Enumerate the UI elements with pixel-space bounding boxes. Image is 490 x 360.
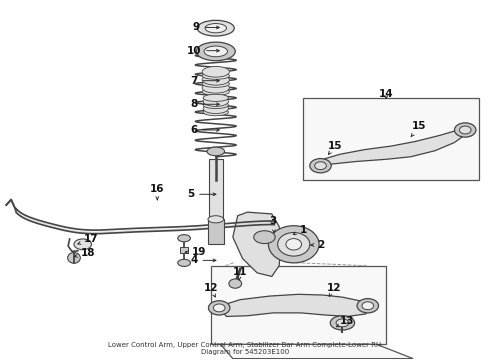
Ellipse shape bbox=[310, 158, 331, 173]
Text: 10: 10 bbox=[187, 46, 220, 56]
Ellipse shape bbox=[460, 126, 471, 134]
Ellipse shape bbox=[330, 316, 355, 330]
Ellipse shape bbox=[336, 319, 349, 327]
Ellipse shape bbox=[197, 20, 234, 36]
Ellipse shape bbox=[203, 96, 228, 107]
Text: 5: 5 bbox=[187, 189, 216, 199]
Ellipse shape bbox=[203, 104, 228, 113]
Bar bbox=[303, 98, 479, 180]
Ellipse shape bbox=[202, 72, 229, 79]
Text: 11: 11 bbox=[233, 267, 247, 280]
Text: 13: 13 bbox=[337, 316, 355, 327]
Bar bbox=[211, 266, 386, 344]
Polygon shape bbox=[317, 128, 469, 167]
Text: 18: 18 bbox=[74, 248, 96, 258]
Ellipse shape bbox=[202, 75, 229, 85]
Text: Lower Control Arm, Upper Control Arm, Stabilizer Bar Arm Complete-Lower RH
Diagr: Lower Control Arm, Upper Control Arm, St… bbox=[108, 342, 382, 355]
Ellipse shape bbox=[208, 216, 223, 223]
Text: 3: 3 bbox=[270, 216, 277, 233]
Text: 15: 15 bbox=[411, 121, 427, 136]
Ellipse shape bbox=[286, 239, 301, 250]
Ellipse shape bbox=[204, 46, 227, 57]
Text: 19: 19 bbox=[185, 247, 206, 257]
Text: 7: 7 bbox=[190, 76, 220, 86]
Ellipse shape bbox=[205, 23, 226, 33]
Ellipse shape bbox=[229, 279, 242, 288]
Ellipse shape bbox=[254, 231, 275, 244]
Ellipse shape bbox=[208, 301, 230, 315]
Ellipse shape bbox=[362, 302, 374, 310]
Ellipse shape bbox=[202, 80, 229, 87]
Ellipse shape bbox=[178, 235, 191, 242]
Text: 17: 17 bbox=[78, 234, 99, 244]
Ellipse shape bbox=[196, 42, 235, 61]
Ellipse shape bbox=[202, 88, 229, 95]
Ellipse shape bbox=[74, 239, 92, 249]
Ellipse shape bbox=[315, 162, 326, 170]
Bar bbox=[209, 158, 222, 219]
Ellipse shape bbox=[357, 298, 378, 313]
Ellipse shape bbox=[278, 233, 310, 256]
Text: 6: 6 bbox=[190, 125, 220, 135]
Ellipse shape bbox=[203, 102, 228, 109]
Text: 1: 1 bbox=[294, 225, 307, 235]
Ellipse shape bbox=[455, 123, 476, 137]
Text: 9: 9 bbox=[193, 22, 220, 32]
Text: 16: 16 bbox=[150, 184, 165, 200]
Ellipse shape bbox=[68, 252, 80, 263]
Ellipse shape bbox=[178, 259, 191, 266]
Text: 4: 4 bbox=[190, 255, 216, 265]
Text: 12: 12 bbox=[326, 283, 341, 296]
Ellipse shape bbox=[207, 147, 224, 156]
Ellipse shape bbox=[202, 66, 229, 77]
Bar bbox=[208, 219, 223, 244]
Text: 2: 2 bbox=[311, 240, 324, 250]
Polygon shape bbox=[220, 344, 413, 359]
Ellipse shape bbox=[202, 82, 229, 93]
Ellipse shape bbox=[269, 226, 319, 263]
Text: 14: 14 bbox=[379, 89, 393, 99]
Ellipse shape bbox=[213, 304, 225, 312]
Text: 12: 12 bbox=[204, 283, 218, 297]
Text: 8: 8 bbox=[190, 99, 220, 109]
Polygon shape bbox=[220, 294, 369, 316]
Text: 15: 15 bbox=[328, 141, 343, 154]
Polygon shape bbox=[233, 212, 282, 276]
Ellipse shape bbox=[203, 109, 228, 116]
Ellipse shape bbox=[203, 94, 228, 102]
Bar bbox=[180, 247, 189, 252]
